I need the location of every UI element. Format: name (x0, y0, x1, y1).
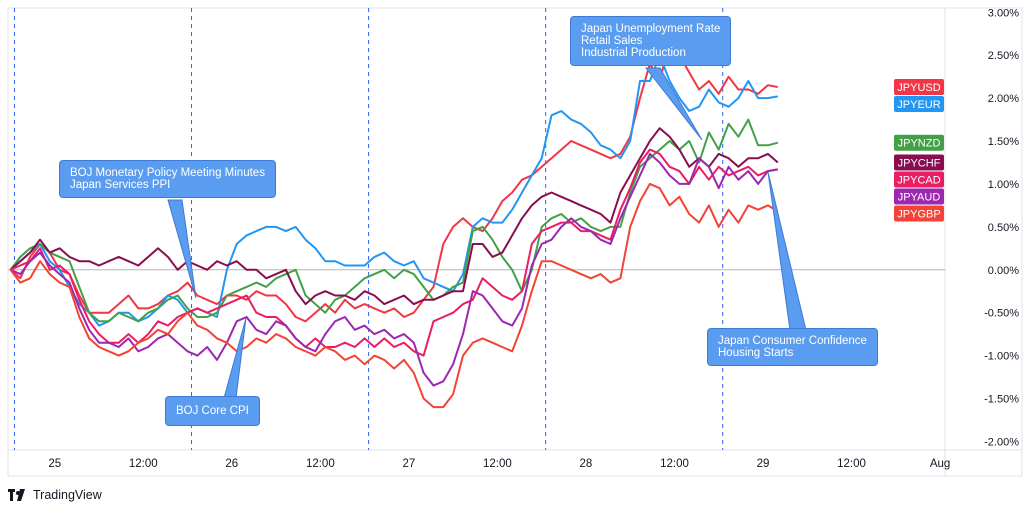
y-tick-label: -0.50% (984, 308, 1019, 320)
callout-boj-minutes-pointer (167, 199, 197, 299)
callout-line: BOJ Monetary Policy Meeting Minutes (70, 167, 265, 179)
y-tick-label: -1.00% (984, 351, 1019, 363)
callout-line: Japan Unemployment Rate (581, 23, 721, 35)
brand-name: TradingView (33, 488, 102, 502)
series-line-jpynzd (9, 118, 779, 323)
y-tick-label: 1.00% (988, 179, 1019, 191)
price-label-jpynzd: JPYNZD (894, 134, 944, 151)
x-tick-label: 25 (48, 458, 61, 470)
callout-japan-unemployment[interactable]: Japan Unemployment Rate Retail Sales Ind… (570, 16, 732, 66)
series-line-jpychf (9, 127, 779, 306)
price-label-box (894, 95, 944, 112)
y-tick-label: -2.00% (984, 436, 1019, 448)
price-label-jpychf: JPYCHF (894, 154, 944, 171)
x-tick-label: 29 (757, 458, 770, 470)
price-label-text: JPYAUD (898, 191, 941, 203)
callout-boj-minutes[interactable]: BOJ Monetary Policy Meeting Minutes Japa… (59, 160, 276, 198)
y-tick-label: 0.50% (988, 222, 1019, 234)
callout-line: Housing Starts (718, 347, 794, 359)
x-tick-label: 12:00 (837, 458, 866, 470)
price-label-jpyeur: JPYEUR (894, 95, 944, 112)
price-label-box (894, 171, 944, 188)
x-tick-label: 12:00 (660, 458, 689, 470)
price-label-text: JPYCAD (897, 174, 940, 186)
tradingview-logo-icon (8, 489, 25, 501)
price-label-jpyusd: JPYUSD (894, 78, 944, 95)
price-label-box (894, 205, 944, 222)
callout-boj-cpi[interactable]: BOJ Core CPI (165, 396, 260, 426)
x-tick-label: 12:00 (306, 458, 335, 470)
price-label-jpygbp: JPYGBP (894, 205, 944, 222)
x-tick-label: 12:00 (483, 458, 512, 470)
x-tick-label: 12:00 (129, 458, 158, 470)
callout-boj-cpi-pointer (223, 317, 247, 399)
price-label-box (894, 78, 944, 95)
y-tick-label: -1.50% (984, 394, 1019, 406)
y-tick-label: 1.50% (988, 136, 1019, 148)
x-tick-label: 26 (225, 458, 238, 470)
x-tick-label: 28 (580, 458, 593, 470)
callout-line: BOJ Core CPI (176, 405, 249, 417)
y-tick-label: 3.00% (988, 7, 1019, 19)
price-label-text: JPYEUR (897, 99, 940, 111)
series-line-jpygbp (9, 182, 779, 409)
chart-border (7, 7, 1023, 477)
x-tick-label: Aug (930, 458, 950, 470)
callout-line: Japan Services PPI (70, 179, 171, 191)
price-label-text: JPYUSD (897, 82, 940, 94)
callout-line: Japan Consumer Confidence (718, 335, 867, 347)
price-label-jpyaud: JPYAUD (894, 188, 944, 205)
price-label-jpycad: JPYCAD (894, 171, 944, 188)
series-line-jpyaud (10, 152, 778, 387)
y-tick-label: 0.00% (988, 265, 1019, 277)
price-label-text: JPYCHF (898, 157, 941, 169)
callout-line: Retail Sales (581, 35, 643, 47)
price-label-box (894, 188, 944, 205)
x-tick-label: 27 (402, 458, 415, 470)
y-tick-label: 2.00% (988, 93, 1019, 105)
y-tick-label: 2.50% (988, 50, 1019, 62)
tradingview-brand[interactable]: TradingView (8, 487, 102, 503)
callout-line: Industrial Production (581, 47, 686, 59)
callout-japan-confidence-pointer (767, 171, 807, 331)
callout-japan-confidence[interactable]: Japan Consumer Confidence Housing Starts (707, 328, 878, 366)
price-label-box (894, 154, 944, 171)
callout-japan-unemployment-pointer (644, 67, 703, 141)
price-label-text: JPYGBP (897, 208, 940, 220)
price-label-box (894, 134, 944, 151)
price-label-text: JPYNZD (898, 138, 941, 150)
